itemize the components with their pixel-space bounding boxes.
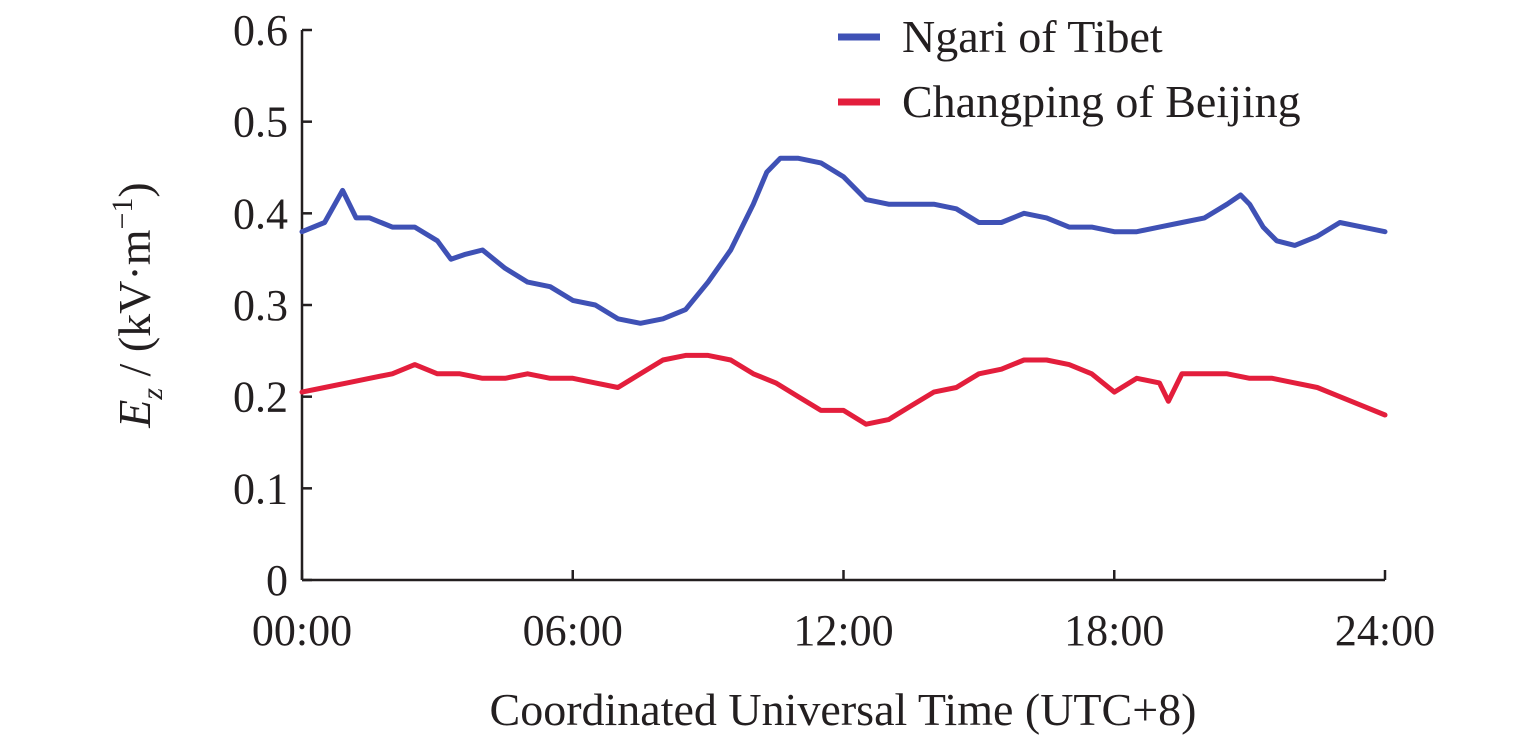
y-tick-label: 0.2: [233, 373, 288, 422]
legend: Ngari of Tibet Changping of Beijing: [838, 11, 1301, 127]
y-axis-unit-exponent: −1: [106, 198, 139, 230]
x-tick-label: 00:00: [252, 606, 352, 655]
legend-label-2: Changping of Beijing: [902, 76, 1301, 127]
y-axis-subscript: z: [136, 388, 169, 401]
y-tick-label: 0.5: [233, 98, 288, 147]
y-tick-label: 0.4: [233, 189, 288, 238]
x-tick-label: 18:00: [1064, 606, 1164, 655]
y-axis-title: Ez / (kV·m−1): [106, 182, 169, 428]
x-ticks: 00:00 06:00 12:00 18:00 24:00: [252, 570, 1435, 655]
x-tick-label: 24:00: [1335, 606, 1435, 655]
y-tick-label: 0.1: [233, 464, 288, 513]
y-tick-label: 0.3: [233, 281, 288, 330]
y-tick-label: 0.6: [233, 6, 288, 55]
series-layer: [299, 155, 1388, 427]
legend-label-1: Ngari of Tibet: [902, 11, 1163, 62]
y-axis-unit-close: ): [109, 182, 160, 197]
x-tick-label: 12:00: [793, 606, 893, 655]
x-tick-label: 06:00: [523, 606, 623, 655]
y-axis-symbol: E: [109, 400, 160, 429]
series-line-2: [299, 352, 1388, 427]
y-ticks: 0 0.1 0.2 0.3 0.4 0.5 0.6: [233, 6, 312, 605]
y-tick-label: 0: [266, 556, 288, 605]
x-axis-title: Coordinated Universal Time (UTC+8): [490, 684, 1197, 735]
series-line-1: [299, 155, 1388, 326]
y-axis-unit: / (kV·m: [109, 229, 160, 388]
